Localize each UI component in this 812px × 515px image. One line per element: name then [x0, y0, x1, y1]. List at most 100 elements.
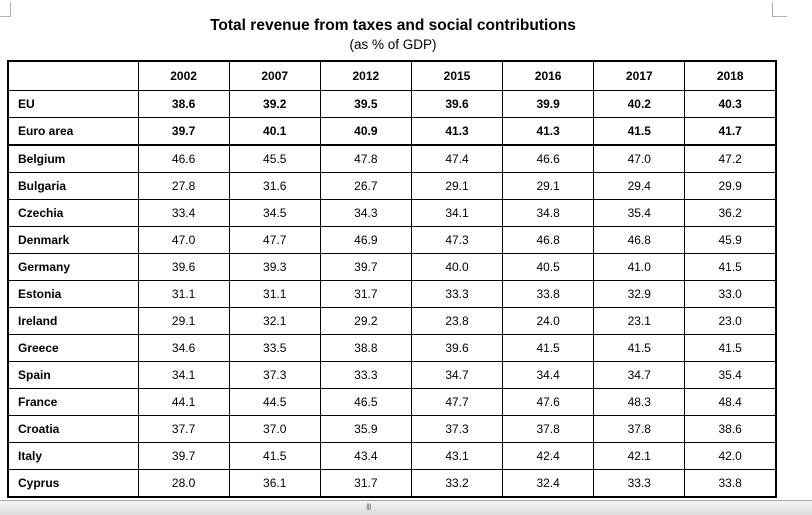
- value-cell: 32.4: [502, 469, 595, 498]
- value-cell: 34.8: [502, 199, 595, 227]
- value-cell: 40.9: [319, 117, 412, 146]
- value-cell: 47.7: [410, 388, 504, 416]
- table-subtitle: (as % of GDP): [349, 37, 437, 52]
- table-row: EU 38.6 39.2 39.5 39.6 39.9 40.2 40.3: [7, 90, 777, 118]
- value-cell: 47.0: [137, 226, 230, 254]
- value-cell: 39.6: [410, 334, 504, 362]
- value-cell: 43.4: [319, 442, 412, 470]
- row-label: Cyprus: [7, 469, 139, 498]
- value-cell: 47.4: [410, 144, 504, 173]
- value-cell: 42.1: [593, 442, 686, 470]
- row-label: Denmark: [7, 226, 139, 254]
- value-cell: 41.5: [228, 442, 321, 470]
- column-header: 2017: [593, 60, 686, 91]
- table-row: Estonia 31.1 31.1 31.7 33.3 33.8 32.9 33.0: [7, 280, 777, 308]
- value-cell: 33.2: [410, 469, 504, 498]
- table-row: Germany 39.6 39.3 39.7 40.0 40.5 41.0 41.5: [7, 253, 777, 281]
- value-cell: 45.9: [684, 226, 777, 254]
- value-cell: 38.6: [684, 415, 777, 443]
- value-cell: 43.1: [410, 442, 504, 470]
- table-row: Czechia 33.4 34.5 34.3 34.1 34.8 35.4 36.2: [7, 199, 777, 227]
- column-header: 2012: [319, 60, 412, 91]
- table-row: Ireland 29.1 32.1 29.2 23.8 24.0 23.1 23.0: [7, 307, 777, 335]
- value-cell: 33.5: [228, 334, 321, 362]
- value-cell: 32.9: [593, 280, 686, 308]
- row-label: Estonia: [7, 280, 139, 308]
- scrollbar-grip-icon[interactable]: III: [366, 502, 371, 512]
- value-cell: 31.7: [319, 469, 412, 498]
- column-header: 2018: [684, 60, 777, 91]
- row-label: Bulgaria: [7, 172, 139, 200]
- value-cell: 34.7: [593, 361, 686, 389]
- value-cell: 35.4: [593, 199, 686, 227]
- value-cell: 29.4: [593, 172, 686, 200]
- value-cell: 29.2: [319, 307, 412, 335]
- value-cell: 44.5: [228, 388, 321, 416]
- table-title: Total revenue from taxes and social cont…: [210, 17, 576, 34]
- value-cell: 33.3: [319, 361, 412, 389]
- value-cell: 44.1: [137, 388, 230, 416]
- value-cell: 34.3: [319, 199, 412, 227]
- header-corner-cell: [7, 60, 139, 91]
- value-cell: 46.8: [593, 226, 686, 254]
- value-cell: 46.6: [502, 144, 595, 173]
- value-cell: 23.0: [684, 307, 777, 335]
- row-label: France: [7, 388, 139, 416]
- value-cell: 41.5: [593, 334, 686, 362]
- value-cell: 40.3: [684, 90, 777, 118]
- value-cell: 47.7: [228, 226, 321, 254]
- row-label: Greece: [7, 334, 139, 362]
- value-cell: 41.3: [410, 117, 504, 146]
- value-cell: 41.5: [593, 117, 686, 146]
- value-cell: 41.3: [502, 117, 595, 146]
- value-cell: 23.1: [593, 307, 686, 335]
- value-cell: 36.1: [228, 469, 321, 498]
- value-cell: 37.8: [593, 415, 686, 443]
- value-cell: 33.4: [137, 199, 230, 227]
- value-cell: 36.2: [684, 199, 777, 227]
- value-cell: 26.7: [319, 172, 412, 200]
- value-cell: 40.2: [593, 90, 686, 118]
- value-cell: 38.6: [137, 90, 230, 118]
- value-cell: 38.8: [319, 334, 412, 362]
- value-cell: 35.4: [684, 361, 777, 389]
- value-cell: 31.7: [319, 280, 412, 308]
- value-cell: 39.7: [137, 117, 230, 146]
- value-cell: 33.0: [684, 280, 777, 308]
- value-cell: 34.6: [137, 334, 230, 362]
- value-cell: 39.5: [319, 90, 412, 118]
- value-cell: 23.8: [410, 307, 504, 335]
- value-cell: 39.6: [410, 90, 504, 118]
- column-header: 2007: [228, 60, 321, 91]
- value-cell: 46.9: [319, 226, 412, 254]
- value-cell: 33.3: [593, 469, 686, 498]
- value-cell: 48.4: [684, 388, 777, 416]
- horizontal-scrollbar[interactable]: III: [0, 500, 812, 515]
- row-label: Italy: [7, 442, 139, 470]
- value-cell: 29.9: [684, 172, 777, 200]
- value-cell: 31.6: [228, 172, 321, 200]
- column-header: 2016: [502, 60, 595, 91]
- table-row: Cyprus 28.0 36.1 31.7 33.2 32.4 33.3 33.8: [7, 469, 777, 498]
- value-cell: 39.7: [137, 442, 230, 470]
- value-cell: 34.5: [228, 199, 321, 227]
- value-cell: 47.3: [410, 226, 504, 254]
- value-cell: 45.5: [228, 144, 321, 173]
- value-cell: 46.6: [137, 144, 230, 173]
- value-cell: 46.5: [319, 388, 412, 416]
- value-cell: 31.1: [137, 280, 230, 308]
- value-cell: 41.5: [684, 253, 777, 281]
- value-cell: 37.0: [228, 415, 321, 443]
- table-row: Denmark 47.0 47.7 46.9 47.3 46.8 46.8 45.9: [7, 226, 777, 254]
- table-row: Greece 34.6 33.5 38.8 39.6 41.5 41.5 41.5: [7, 334, 777, 362]
- row-label: EU: [7, 90, 139, 118]
- value-cell: 24.0: [502, 307, 595, 335]
- value-cell: 27.8: [137, 172, 230, 200]
- value-cell: 42.4: [502, 442, 595, 470]
- value-cell: 28.0: [137, 469, 230, 498]
- value-cell: 40.0: [410, 253, 504, 281]
- revenue-table: 2002 2007 2012 2015 2016 2017 2018 EU 38.6 39.2 3…: [7, 60, 777, 498]
- table-row: Croatia 37.7 37.0 35.9 37.3 37.8 37.8 38.6: [7, 415, 777, 443]
- value-cell: 31.1: [228, 280, 321, 308]
- value-cell: 47.6: [502, 388, 595, 416]
